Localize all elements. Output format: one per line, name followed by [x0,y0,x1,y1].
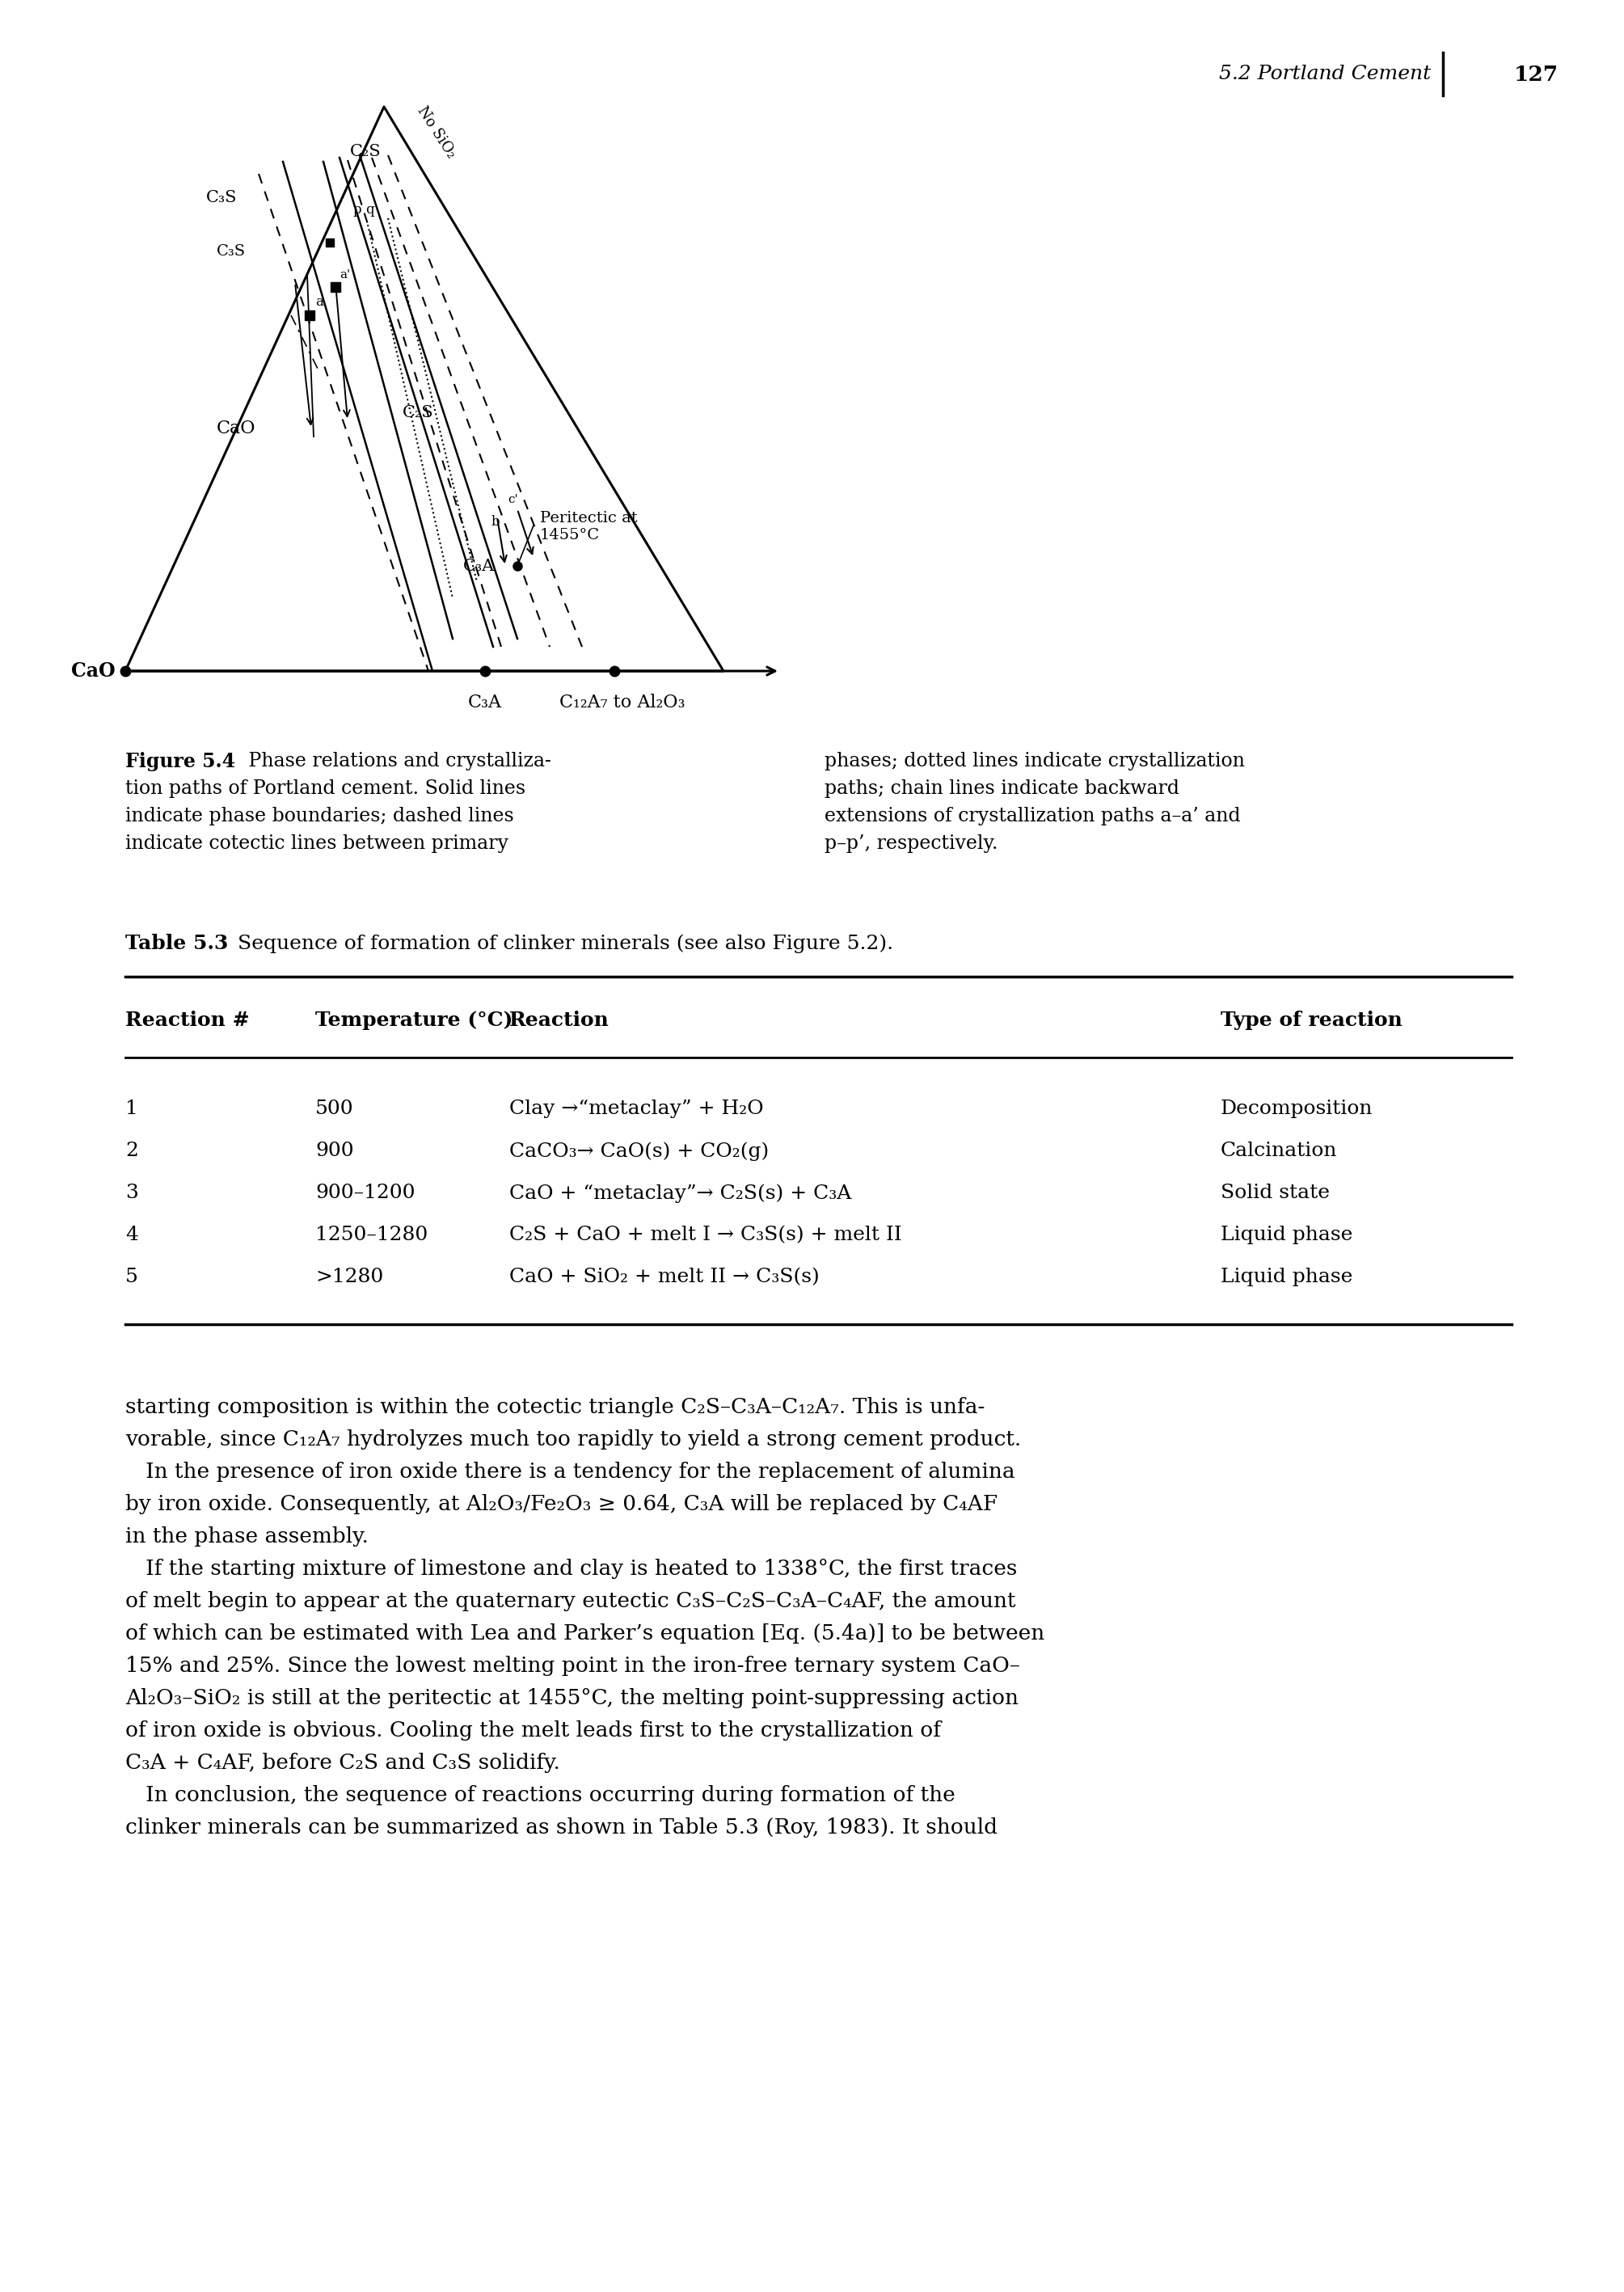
Text: 127: 127 [1514,64,1557,85]
Text: C₃A: C₃A [463,559,495,573]
Text: No SiO₂: No SiO₂ [414,103,458,160]
Text: extensions of crystallization paths a–a’ and: extensions of crystallization paths a–a’… [825,807,1241,825]
Text: >1280: >1280 [315,1267,383,1286]
Text: a': a' [339,268,351,280]
Text: phases; dotted lines indicate crystallization: phases; dotted lines indicate crystalliz… [825,752,1244,770]
Text: vorable, since C₁₂A₇ hydrolyzes much too rapidly to yield a strong cement produc: vorable, since C₁₂A₇ hydrolyzes much too… [125,1430,1021,1449]
Text: p: p [354,204,362,218]
Text: In the presence of iron oxide there is a tendency for the replacement of alumina: In the presence of iron oxide there is a… [125,1462,1015,1483]
Text: Temperature (°C): Temperature (°C) [315,1011,513,1029]
Text: CaO + SiO₂ + melt II → C₃S(s): CaO + SiO₂ + melt II → C₃S(s) [510,1267,820,1286]
Text: by iron oxide. Consequently, at Al₂O₃/Fe₂O₃ ≥ 0.64, C₃A will be replaced by C₄AF: by iron oxide. Consequently, at Al₂O₃/Fe… [125,1494,997,1515]
Text: CaCO₃→ CaO(s) + CO₂(g): CaCO₃→ CaO(s) + CO₂(g) [510,1141,768,1160]
Text: If the starting mixture of limestone and clay is heated to 1338°C, the first tra: If the starting mixture of limestone and… [125,1559,1017,1579]
Text: indicate phase boundaries; dashed lines: indicate phase boundaries; dashed lines [125,807,513,825]
Text: of iron oxide is obvious. Cooling the melt leads first to the crystallization of: of iron oxide is obvious. Cooling the me… [125,1721,940,1740]
Text: in the phase assembly.: in the phase assembly. [125,1526,369,1547]
Text: Al₂O₃–SiO₂ is still at the peritectic at 1455°C, the melting point-suppressing a: Al₂O₃–SiO₂ is still at the peritectic at… [125,1689,1018,1708]
Text: Solid state: Solid state [1221,1183,1330,1203]
Text: 900–1200: 900–1200 [315,1183,416,1203]
Text: p–p’, respectively.: p–p’, respectively. [825,834,997,853]
Text: In conclusion, the sequence of reactions occurring during formation of the: In conclusion, the sequence of reactions… [125,1785,955,1806]
Text: b: b [492,516,500,529]
Text: Calcination: Calcination [1221,1141,1338,1160]
Text: Decomposition: Decomposition [1221,1100,1372,1118]
Text: C₂S + CaO + melt I → C₃S(s) + melt II: C₂S + CaO + melt I → C₃S(s) + melt II [510,1226,901,1245]
Text: Liquid phase: Liquid phase [1221,1267,1353,1286]
Text: of melt begin to appear at the quaternary eutectic C₃S–C₂S–C₃A–C₄AF, the amount: of melt begin to appear at the quaternar… [125,1591,1015,1611]
Text: C₃A + C₄AF, before C₂S and C₃S solidify.: C₃A + C₄AF, before C₂S and C₃S solidify. [125,1753,560,1774]
Text: CaO: CaO [216,419,257,438]
Text: 15% and 25%. Since the lowest melting point in the iron-free ternary system CaO–: 15% and 25%. Since the lowest melting po… [125,1655,1020,1675]
Text: q: q [365,204,374,218]
Text: paths; chain lines indicate backward: paths; chain lines indicate backward [825,779,1179,798]
Text: 900: 900 [315,1141,354,1160]
Text: indicate cotectic lines between primary: indicate cotectic lines between primary [125,834,508,853]
Text: c': c' [508,495,518,504]
Text: tion paths of Portland cement. Solid lines: tion paths of Portland cement. Solid lin… [125,779,526,798]
Text: 500: 500 [315,1100,354,1118]
Text: 2: 2 [125,1141,138,1160]
Text: CaO: CaO [71,662,115,681]
Text: CaO + “metaclay”→ C₂S(s) + C₃A: CaO + “metaclay”→ C₂S(s) + C₃A [510,1183,851,1203]
Text: Figure 5.4: Figure 5.4 [125,752,235,772]
Text: starting composition is within the cotectic triangle C₂S–C₃A–C₁₂A₇. This is unfa: starting composition is within the cotec… [125,1398,984,1416]
Text: Phase relations and crystalliza-: Phase relations and crystalliza- [231,752,551,770]
Text: Sequence of formation of clinker minerals (see also Figure 5.2).: Sequence of formation of clinker mineral… [218,933,893,953]
Text: Type of reaction: Type of reaction [1221,1011,1403,1029]
Text: Reaction #: Reaction # [125,1011,250,1029]
Text: C₃S: C₃S [216,245,245,259]
Text: C₃S: C₃S [206,190,237,206]
Text: C₃A: C₃A [468,694,502,711]
Text: 5: 5 [125,1267,138,1286]
Text: 4: 4 [125,1226,138,1245]
Text: a: a [315,296,323,309]
Text: Reaction: Reaction [510,1011,609,1029]
Text: Table 5.3: Table 5.3 [125,933,229,953]
Text: 5.2 Portland Cement: 5.2 Portland Cement [1220,64,1431,85]
Text: 1250–1280: 1250–1280 [315,1226,427,1245]
Text: clinker minerals can be summarized as shown in Table 5.3 (Roy, 1983). It should: clinker minerals can be summarized as sh… [125,1818,997,1838]
Text: Liquid phase: Liquid phase [1221,1226,1353,1245]
Text: C₂S: C₂S [351,144,382,158]
Text: Peritectic at
1455°C: Peritectic at 1455°C [541,511,638,543]
Text: 1: 1 [125,1100,138,1118]
Text: C₂S: C₂S [403,406,434,419]
Text: 3: 3 [125,1183,138,1203]
Text: of which can be estimated with Lea and Parker’s equation [Eq. (5.4a)] to be betw: of which can be estimated with Lea and P… [125,1623,1044,1643]
Text: Clay →“metaclay” + H₂O: Clay →“metaclay” + H₂O [510,1100,763,1118]
Text: C₁₂A₇ to Al₂O₃: C₁₂A₇ to Al₂O₃ [560,694,685,711]
